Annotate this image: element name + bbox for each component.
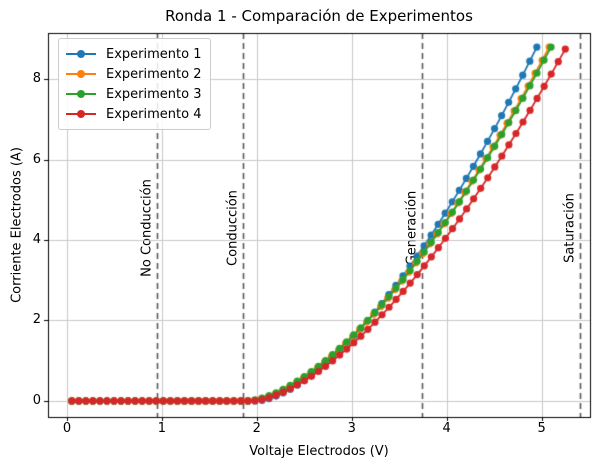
legend-line-marker-swatch (66, 69, 96, 79)
legend-item-label: Experimento 2 (106, 66, 202, 82)
legend-item-label: Experimento 3 (106, 86, 202, 102)
legend-marker-dot-icon (77, 50, 85, 58)
legend-item-label: Experimento 4 (106, 106, 202, 122)
legend: Experimento 1 Experimento 2 Experimento 3 E… (58, 38, 212, 130)
legend-item-experimento-1: Experimento 1 (66, 44, 201, 64)
legend-marker-dot-icon (77, 110, 85, 118)
legend-item-label: Experimento 1 (106, 46, 202, 62)
legend-item-experimento-2: Experimento 2 (66, 64, 201, 84)
legend-marker-dot-icon (77, 90, 85, 98)
legend-line-marker-swatch (66, 109, 96, 119)
legend-line-marker-swatch (66, 49, 96, 59)
legend-marker-dot-icon (77, 70, 85, 78)
legend-line-marker-swatch (66, 89, 96, 99)
legend-item-experimento-3: Experimento 3 (66, 84, 201, 104)
legend-item-experimento-4: Experimento 4 (66, 104, 201, 124)
